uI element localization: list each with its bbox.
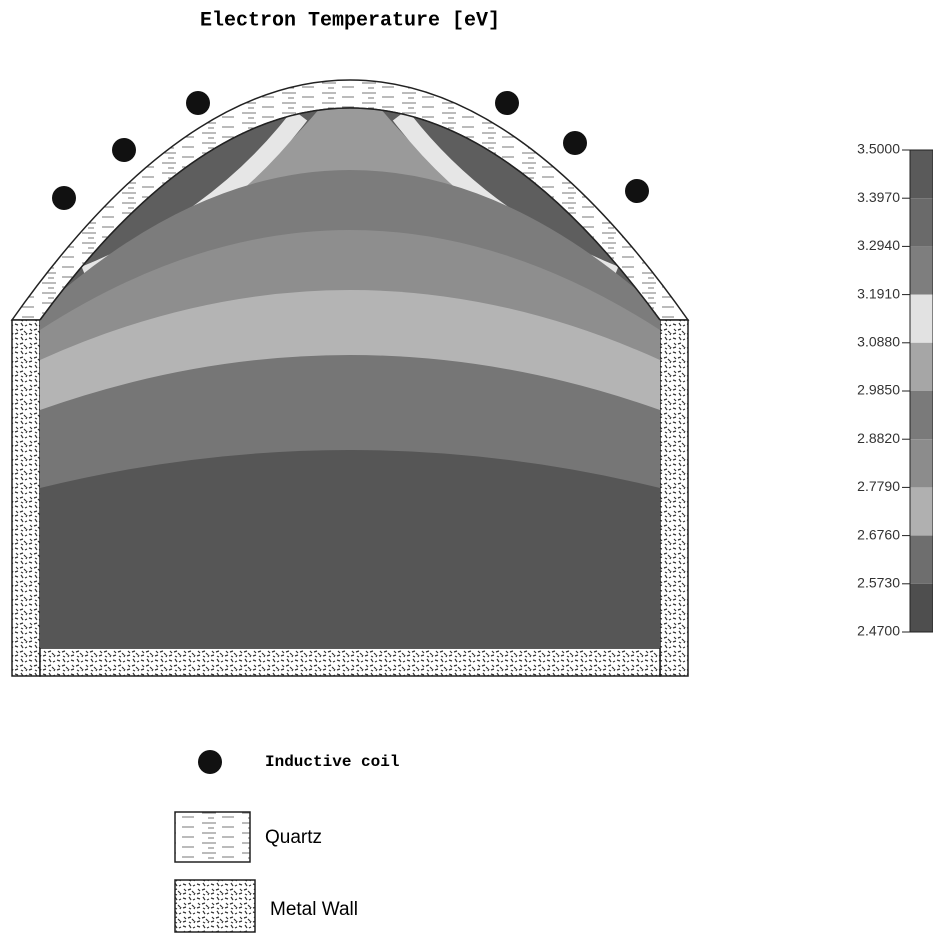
colorbar-band bbox=[910, 583, 933, 632]
legend-quartz-icon bbox=[174, 811, 251, 863]
colorbar-band bbox=[910, 391, 933, 440]
tick-label: 2.6760 bbox=[857, 526, 900, 542]
colorbar-band bbox=[910, 535, 933, 584]
title: Electron Temperature [eV] bbox=[200, 9, 500, 32]
colorbar-band bbox=[910, 342, 933, 391]
legend-label: Inductive coil bbox=[265, 753, 399, 771]
tick-label: 3.3970 bbox=[857, 189, 900, 205]
legend-label: Quartz bbox=[265, 827, 322, 848]
tick-label: 2.4700 bbox=[857, 623, 900, 639]
tick-label: 3.1910 bbox=[857, 285, 900, 301]
tick-label: 2.7790 bbox=[857, 478, 900, 494]
metal-wall-bottom bbox=[39, 647, 661, 677]
metal-wall-left bbox=[11, 319, 41, 677]
tick-label: 2.5730 bbox=[857, 575, 900, 591]
colorbar-band bbox=[910, 439, 933, 488]
colorbar-band bbox=[910, 246, 933, 295]
colorbar-band bbox=[910, 294, 933, 343]
legend-label: Metal Wall bbox=[270, 899, 358, 920]
colorbar-band bbox=[910, 487, 933, 536]
legend-coil-icon bbox=[198, 750, 222, 774]
colorbar: 3.5000 3.3970 3.2940 3.1910 3.0880 2.9850 2.88… bbox=[857, 141, 933, 639]
contour-field bbox=[40, 108, 660, 648]
tick-label: 3.5000 bbox=[857, 141, 900, 157]
legend-metal-icon bbox=[174, 879, 256, 933]
tick-label: 3.2940 bbox=[857, 237, 900, 253]
tick-label: 2.9850 bbox=[857, 382, 900, 398]
tick-label: 3.0880 bbox=[857, 334, 900, 350]
coils bbox=[52, 91, 649, 210]
colorbar-band bbox=[910, 198, 933, 247]
tick-label: 2.8820 bbox=[857, 430, 900, 446]
metal-wall-right bbox=[659, 319, 689, 677]
colorbar-band bbox=[910, 150, 933, 199]
